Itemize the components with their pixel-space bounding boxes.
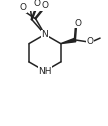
- Text: O: O: [41, 1, 48, 10]
- Text: O: O: [33, 0, 40, 8]
- Text: O: O: [87, 37, 94, 46]
- Text: O: O: [19, 3, 26, 12]
- Text: N: N: [41, 30, 48, 39]
- Text: NH: NH: [38, 67, 52, 76]
- Polygon shape: [61, 38, 76, 44]
- Text: O: O: [75, 19, 82, 28]
